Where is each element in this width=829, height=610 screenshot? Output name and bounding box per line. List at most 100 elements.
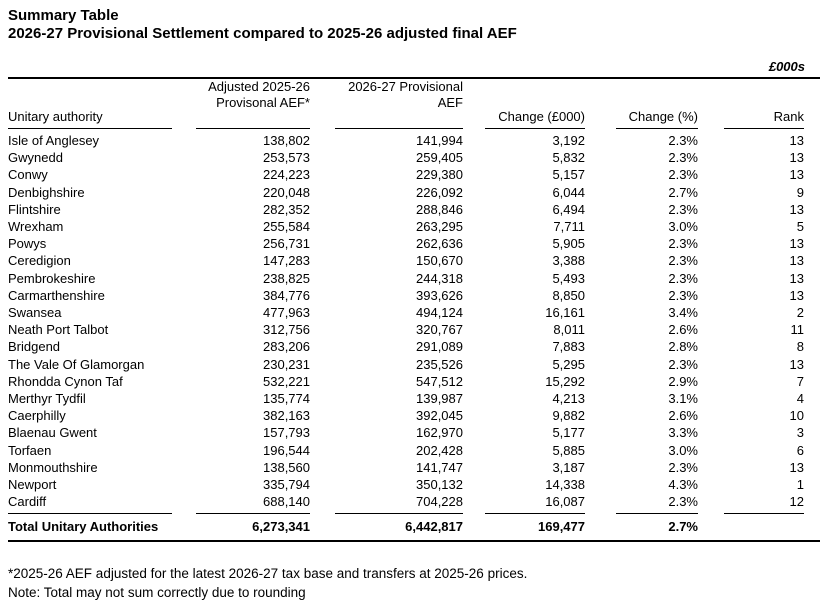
cell-adjusted: 282,352 [263,201,310,217]
cell-authority: Rhondda Cynon Taf [8,373,123,389]
cell-change-pct: 2.3% [668,356,698,372]
table-row: Gwynedd 253,573 259,405 5,832 2.3% 13 [8,149,820,166]
table-top-rule [8,77,820,79]
cell-change-pct: 2.3% [668,494,698,510]
cell-rank: 4 [796,391,804,407]
cell-change-pct: 3.1% [668,391,698,407]
cell-provisional: 141,747 [416,459,463,475]
cell-change: 3,187 [552,459,585,475]
cell-change: 3,192 [552,133,585,148]
cell-authority: Caerphilly [8,408,66,424]
table-row: Denbighshire 220,048 226,092 6,044 2.7% 9 [8,184,820,201]
cell-change: 9,882 [552,408,585,424]
cell-adjusted: 238,825 [263,270,310,286]
cell-change: 5,157 [552,167,585,183]
cell-authority: Ceredigion [8,253,71,269]
footnotes: *2025-26 AEF adjusted for the latest 202… [8,564,829,602]
cell-adjusted: 138,802 [263,133,310,148]
cell-adjusted: 283,206 [263,339,310,355]
cell-adjusted: 135,774 [263,391,310,407]
cell-change: 16,161 [545,305,585,321]
cell-authority: Conwy [8,167,48,183]
cell-rank: 7 [796,373,804,389]
table-row: Newport 335,794 350,132 14,338 4.3% 1 [8,476,820,493]
cell-change: 14,338 [545,477,585,493]
cell-authority: Cardiff [8,494,47,510]
footnote-rounding: Note: Total may not sum correctly due to… [8,585,306,601]
total-label: Total Unitary Authorities [8,514,186,543]
total-change-value: 169,477 [463,514,585,543]
cell-change-pct: 2.3% [668,150,698,166]
cell-authority: Pembrokeshire [8,270,96,286]
cell-provisional: 229,380 [416,167,463,183]
cell-provisional: 235,526 [416,356,463,372]
units-label: £000s [768,59,805,74]
cell-change-pct: 2.6% [668,322,698,338]
total-adjusted-value: 6,273,341 [186,514,310,543]
cell-authority: Neath Port Talbot [8,322,109,338]
table-row: Torfaen 196,544 202,428 5,885 3.0% 6 [8,442,820,459]
cell-change-pct: 3.4% [668,305,698,321]
cell-change-pct: 2.3% [668,287,698,303]
cell-adjusted: 147,283 [263,253,310,269]
cell-rank: 12 [789,494,804,510]
summary-table: Unitary authority Adjusted 2025-26 Provi… [8,79,820,543]
table-row: Ceredigion 147,283 150,670 3,388 2.3% 13 [8,252,820,269]
column-header-unitary-authority: Unitary authority [8,79,186,129]
cell-change-pct: 2.3% [668,270,698,286]
column-header-provisional-aef: 2026-27 Provisional AEF [310,79,463,129]
cell-change-pct: 2.6% [668,408,698,424]
cell-rank: 13 [789,133,804,148]
cell-authority: Monmouthshire [8,459,98,475]
table-row: Caerphilly 382,163 392,045 9,882 2.6% 10 [8,407,820,424]
cell-rank: 10 [789,408,804,424]
cell-provisional: 494,124 [416,305,463,321]
cell-adjusted: 384,776 [263,287,310,303]
cell-provisional: 392,045 [416,408,463,424]
cell-change-pct: 2.3% [668,459,698,475]
cell-change: 16,087 [545,494,585,510]
cell-change: 4,213 [552,391,585,407]
header-underline [8,128,172,129]
cell-change-pct: 2.3% [668,253,698,269]
table-row: Merthyr Tydfil 135,774 139,987 4,213 3.1% 4 [8,390,820,407]
cell-authority: Merthyr Tydfil [8,391,86,407]
column-header-change-pct: Change (%) [585,79,698,129]
cell-change-pct: 2.9% [668,373,698,389]
header-underline [485,128,585,129]
cell-authority: Torfaen [8,442,52,458]
cell-rank: 13 [789,287,804,303]
cell-change: 8,850 [552,287,585,303]
cell-rank: 13 [789,270,804,286]
table-row: Bridgend 283,206 291,089 7,883 2.8% 8 [8,338,820,355]
cell-provisional: 262,636 [416,236,463,252]
column-underline [196,513,310,515]
cell-authority: Wrexham [8,219,64,235]
cell-rank: 13 [789,253,804,269]
cell-rank: 8 [796,339,804,355]
cell-rank: 13 [789,356,804,372]
cell-rank: 3 [796,425,804,441]
cell-provisional: 162,970 [416,425,463,441]
cell-change-pct: 2.3% [668,201,698,217]
cell-provisional: 139,987 [416,391,463,407]
cell-provisional: 150,670 [416,253,463,269]
title-block: Summary Table 2026-27 Provisional Settle… [8,7,820,43]
cell-authority: Powys [8,236,47,252]
cell-change-pct: 3.3% [668,425,698,441]
cell-change: 5,832 [552,150,585,166]
cell-authority: Isle of Anglesey [8,133,100,148]
cell-adjusted: 230,231 [263,356,310,372]
footnote-asterisk: *2025-26 AEF adjusted for the latest 202… [8,566,528,582]
cell-adjusted: 335,794 [263,477,310,493]
header-underline [724,128,804,129]
cell-adjusted: 255,584 [263,219,310,235]
cell-adjusted: 224,223 [263,167,310,183]
column-underline [8,513,172,515]
cell-change-pct: 2.3% [668,133,698,148]
table-row: Pembrokeshire 238,825 244,318 5,493 2.3% 13 [8,270,820,287]
cell-change: 7,711 [553,219,585,235]
total-rank-value [698,514,820,543]
cell-change-pct: 3.0% [668,219,698,235]
